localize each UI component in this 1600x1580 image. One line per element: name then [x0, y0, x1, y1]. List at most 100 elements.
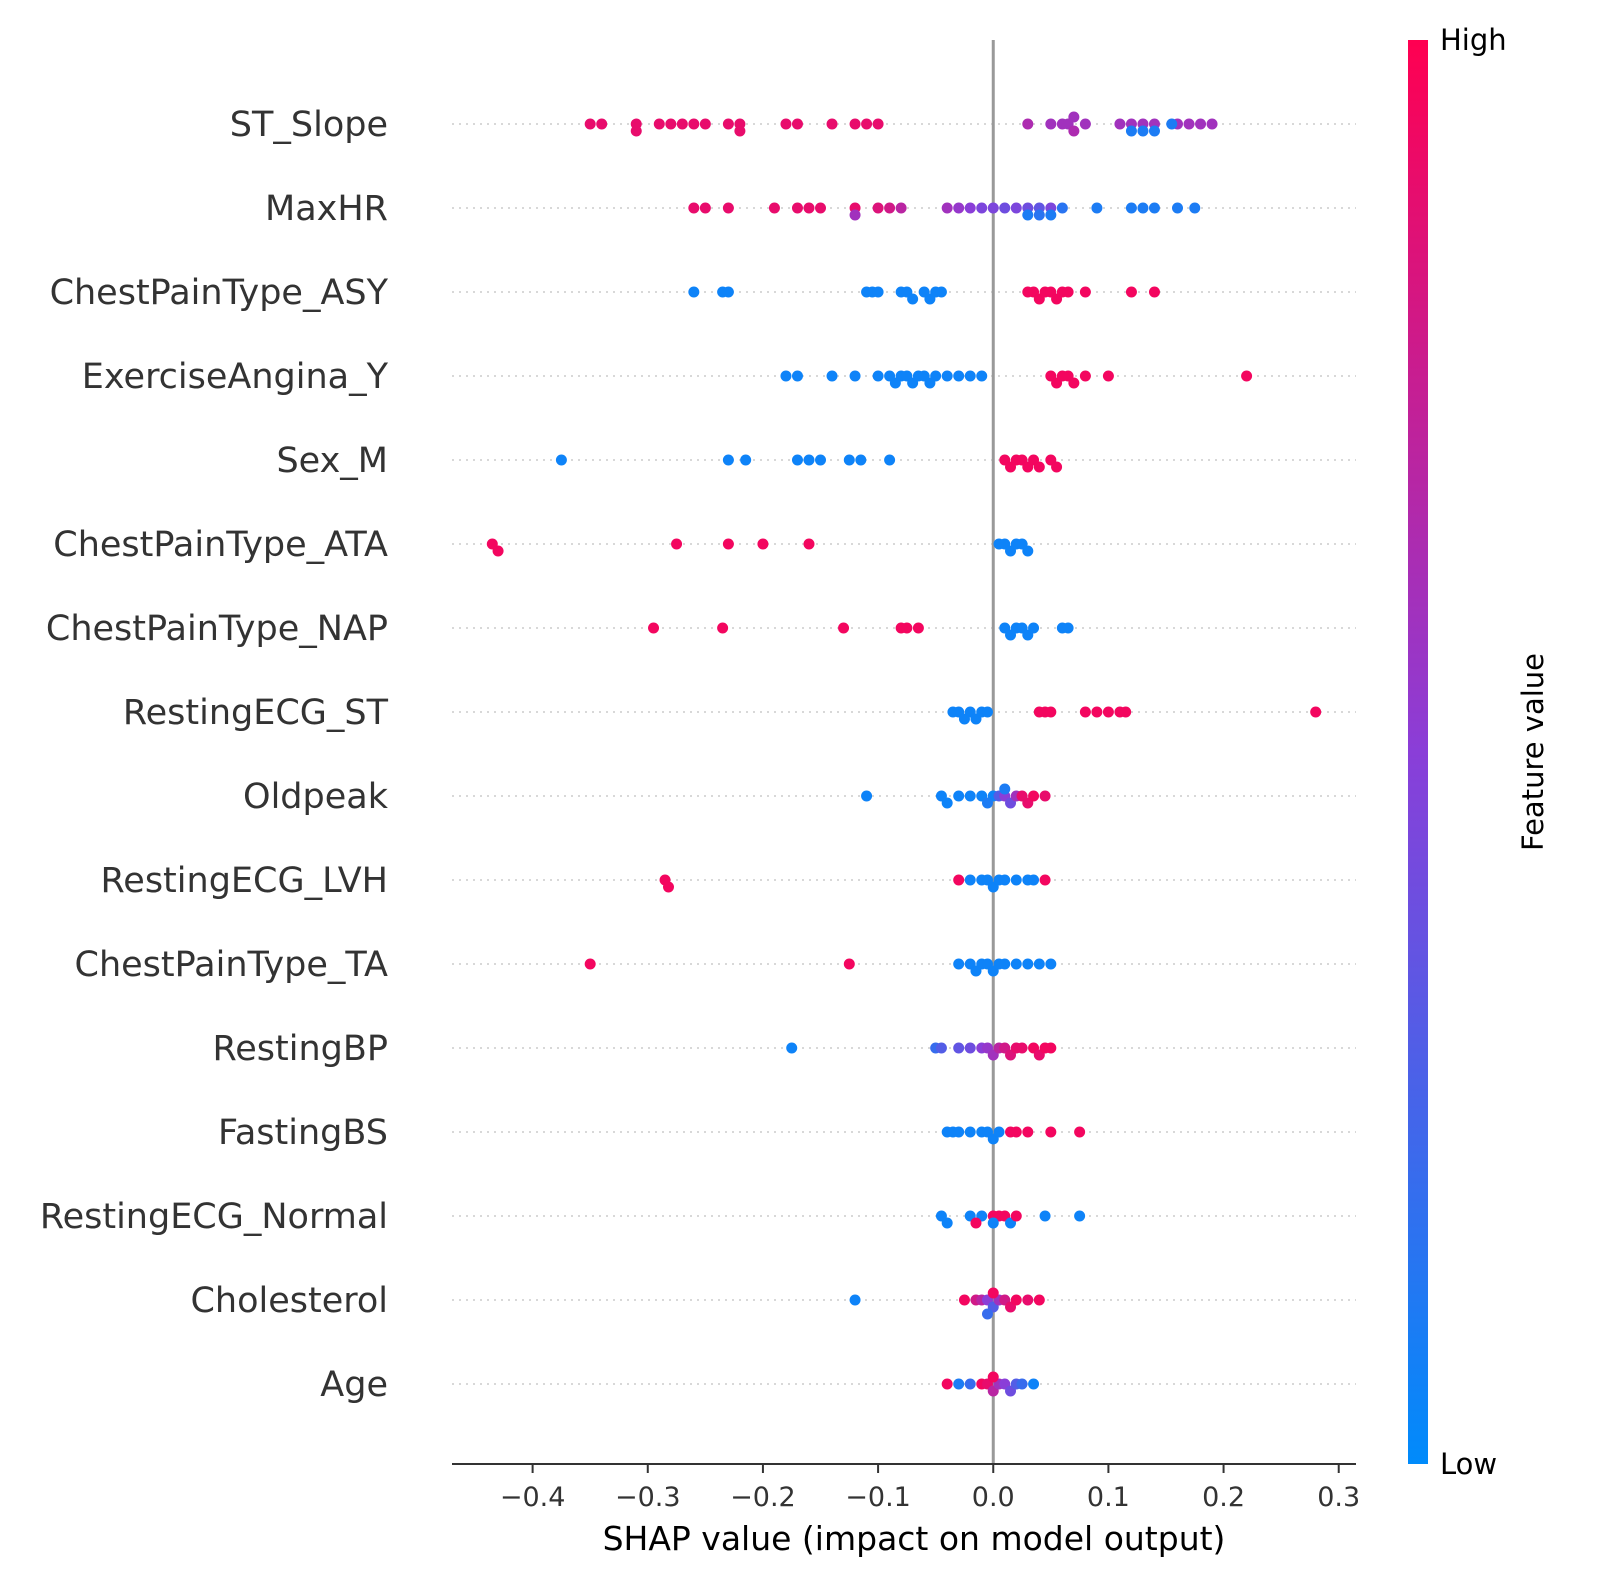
shap-point	[1062, 622, 1074, 634]
shap-point	[699, 118, 711, 130]
shap-point	[1148, 286, 1160, 298]
shap-point	[861, 790, 873, 802]
shap-point	[1045, 958, 1057, 970]
shap-point	[958, 1294, 970, 1306]
shap-point	[648, 622, 660, 634]
shap-point	[676, 118, 688, 130]
shap-point	[1148, 125, 1160, 137]
shap-point	[843, 454, 855, 466]
shap-point	[780, 118, 792, 130]
shap-point	[981, 1308, 993, 1320]
shap-point	[884, 202, 896, 214]
shap-point	[907, 293, 919, 305]
shap-point	[1022, 958, 1034, 970]
shap-point	[1010, 1126, 1022, 1138]
shap-point	[1102, 370, 1114, 382]
x-tick-label: 0.0	[972, 1482, 1015, 1513]
shap-point	[930, 370, 942, 382]
shap-point	[1033, 461, 1045, 473]
shap-point	[492, 545, 504, 557]
shap-point	[1079, 370, 1091, 382]
shap-point	[1039, 1210, 1051, 1222]
shap-point	[981, 797, 993, 809]
shap-point	[688, 286, 700, 298]
shap-point	[768, 202, 780, 214]
shap-point	[584, 118, 596, 130]
shap-point	[1125, 125, 1137, 137]
shap-point	[1074, 1126, 1086, 1138]
shap-point	[872, 118, 884, 130]
shap-point	[826, 370, 838, 382]
feature-label: Oldpeak	[243, 777, 389, 817]
shap-point	[826, 118, 838, 130]
shap-point	[786, 1042, 798, 1054]
colorbar: High Low Feature value	[1408, 23, 1550, 1481]
shap-point	[584, 958, 596, 970]
shap-point	[999, 783, 1011, 795]
shap-point	[941, 1217, 953, 1229]
shap-points	[486, 111, 1322, 1397]
shap-point	[1074, 1210, 1086, 1222]
shap-point	[843, 958, 855, 970]
shap-point	[1028, 790, 1040, 802]
shap-point	[662, 881, 674, 893]
shap-point	[722, 454, 734, 466]
shap-point	[953, 1042, 965, 1054]
shap-point	[861, 118, 873, 130]
shap-point	[1022, 1294, 1034, 1306]
x-tick-label: −0.1	[845, 1482, 911, 1513]
shap-point	[1033, 958, 1045, 970]
shap-point	[964, 874, 976, 886]
shap-point	[1028, 622, 1040, 634]
shap-point	[1010, 874, 1022, 886]
shap-point	[722, 202, 734, 214]
x-tick-label: 0.1	[1087, 1482, 1130, 1513]
shap-point	[872, 286, 884, 298]
x-axis-ticks: −0.4 −0.3 −0.2 −0.1 0.0 0.1 0.2 0.3	[500, 1464, 1360, 1513]
shap-point	[1022, 209, 1034, 221]
shap-point	[1028, 874, 1040, 886]
shap-point	[1022, 545, 1034, 557]
shap-point	[1079, 706, 1091, 718]
shap-point	[1010, 202, 1022, 214]
shap-point	[964, 202, 976, 214]
shap-point	[815, 202, 827, 214]
shap-point	[964, 790, 976, 802]
feature-label: Cholesterol	[190, 1281, 388, 1321]
shap-point	[1114, 118, 1126, 130]
shap-point	[555, 454, 567, 466]
shap-point	[1051, 461, 1063, 473]
shap-point	[665, 118, 677, 130]
feature-labels: ST_Slope MaxHR ChestPainType_ASY ExerciseAn…	[40, 105, 389, 1405]
shap-point	[964, 1042, 976, 1054]
shap-point	[1206, 118, 1218, 130]
x-axis-title: SHAP value (impact on model output)	[603, 1519, 1226, 1558]
shap-point	[999, 874, 1011, 886]
shap-point	[1091, 202, 1103, 214]
shap-point	[791, 202, 803, 214]
colorbar-high-label: High	[1440, 23, 1507, 57]
shap-point	[803, 454, 815, 466]
feature-grid-lines	[452, 123, 1356, 1385]
shap-point	[1033, 209, 1045, 221]
feature-label: ChestPainType_NAP	[46, 609, 388, 649]
shap-point	[884, 454, 896, 466]
feature-label: RestingECG_LVH	[101, 861, 388, 901]
shap-point	[1022, 118, 1034, 130]
feature-label: ChestPainType_ATA	[53, 525, 388, 565]
feature-label: FastingBS	[218, 1113, 388, 1153]
shap-point	[1045, 706, 1057, 718]
shap-point	[1039, 874, 1051, 886]
shap-point	[1068, 111, 1080, 123]
feature-label: ExerciseAngina_Y	[82, 357, 389, 397]
shap-point	[976, 202, 988, 214]
shap-point	[1137, 202, 1149, 214]
x-tick-label: 0.3	[1317, 1482, 1360, 1513]
shap-point	[838, 622, 850, 634]
shap-point	[803, 538, 815, 550]
shap-point	[872, 370, 884, 382]
x-tick-label: 0.2	[1202, 1482, 1245, 1513]
shap-point	[1016, 1042, 1028, 1054]
shap-point	[1062, 286, 1074, 298]
